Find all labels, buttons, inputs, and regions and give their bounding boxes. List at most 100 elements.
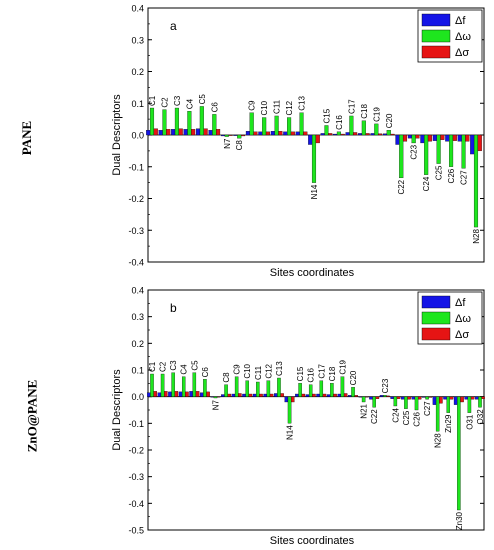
category-label: C9: [248, 100, 257, 111]
category-label: N28: [472, 229, 481, 244]
category-label: C17: [347, 99, 356, 114]
bar-C25-2: [440, 134, 445, 140]
bar-Zn29-0: [443, 396, 447, 400]
bar-C18-2: [365, 133, 370, 136]
bar-N28-2: [439, 396, 443, 404]
bar-C4-2: [185, 391, 189, 397]
category-label: C26: [413, 411, 422, 426]
bar-C18-1: [330, 383, 334, 397]
legend-label: Δω: [455, 31, 471, 43]
bar-N14-2: [315, 134, 320, 144]
bar-N28-1: [435, 396, 440, 432]
category-label: C4: [185, 98, 194, 109]
category-label: C12: [264, 363, 273, 378]
category-label: C13: [298, 96, 307, 111]
bar-N7-2: [216, 396, 221, 398]
bar-N7-1: [224, 134, 229, 137]
bar-C5-2: [203, 128, 208, 136]
bar-N14-0: [308, 134, 313, 145]
category-label: C5: [190, 360, 199, 371]
bar-C1-1: [150, 373, 154, 397]
bar-C2-0: [158, 130, 163, 136]
bar-C11-1: [274, 115, 279, 136]
bar-C2-2: [164, 391, 168, 397]
bar-C9-1: [249, 112, 254, 136]
bar-C19-0: [370, 133, 375, 136]
y-tick-label: -0.1: [128, 419, 144, 429]
bar-C5-1: [199, 106, 204, 136]
y-tick-label: 0.0: [131, 131, 144, 141]
y-tick-label: -0.4: [128, 258, 144, 268]
category-label: C26: [447, 168, 456, 183]
bar-C16-2: [312, 393, 316, 397]
bar-C26-1: [414, 396, 419, 411]
bar-C15-2: [328, 133, 333, 136]
bar-C9-0: [231, 393, 236, 397]
bar-C12-0: [263, 393, 267, 397]
bar-C16-2: [340, 133, 345, 136]
bar-Zn29-2: [449, 396, 454, 400]
legend-label: Δf: [455, 15, 466, 27]
bar-C27-2: [428, 396, 433, 398]
bar-C19-2: [343, 393, 348, 397]
bar-C13-1: [299, 112, 304, 136]
bar-C2-2: [166, 129, 171, 136]
legend-label: Δf: [455, 297, 466, 309]
bar-C11-0: [252, 393, 257, 397]
bar-C1-1: [149, 107, 155, 136]
bar-N21-1: [361, 396, 366, 403]
x-axis-title: Sites coordinates: [270, 535, 355, 547]
bar-C24-2: [396, 396, 401, 399]
category-label: N14: [286, 425, 295, 440]
category-label: C3: [169, 360, 178, 371]
bar-C8-0: [233, 134, 238, 136]
bar-N28-0: [470, 134, 475, 155]
category-label: C24: [391, 407, 400, 422]
bar-Zn30-0: [453, 396, 458, 405]
category-label: C27: [460, 170, 469, 185]
bar-Zn29-1: [446, 396, 451, 413]
bar-C25-1: [436, 134, 441, 164]
bar-C18-1: [361, 120, 366, 136]
bar-C12-2: [269, 393, 274, 397]
legend-swatch: [421, 295, 451, 309]
category-label: C3: [173, 95, 182, 106]
bar-C15-0: [295, 393, 299, 397]
bar-C18-0: [358, 133, 363, 136]
bar-C22-2: [375, 396, 380, 399]
bar-Zn30-2: [460, 396, 464, 403]
bar-C1-2: [153, 391, 157, 397]
category-label: C24: [422, 176, 431, 191]
bar-C1-2: [153, 128, 158, 136]
bar-C26-0: [411, 396, 416, 400]
category-label: Zn29: [444, 414, 453, 433]
bar-C9-0: [245, 131, 250, 136]
bar-C8-2: [240, 134, 246, 137]
bar-C17-2: [322, 393, 327, 397]
category-label: N7: [223, 138, 232, 149]
bar-C20-2: [354, 395, 358, 397]
category-label: C11: [273, 99, 282, 114]
bar-C26-2: [417, 396, 422, 400]
bar-C4-0: [178, 391, 183, 397]
bar-O31-2: [470, 396, 475, 400]
y-axis-title: Dual Descriptors: [111, 94, 123, 176]
bar-N14-2: [291, 396, 295, 403]
y-tick-label: -0.3: [128, 472, 144, 482]
category-label: C23: [410, 144, 419, 159]
bar-N14-0: [284, 396, 289, 403]
bar-N7-2: [228, 134, 233, 136]
bar-C11-0: [270, 131, 275, 136]
y-tick-label: 0.1: [131, 366, 144, 376]
y-tick-label: -0.2: [128, 446, 144, 456]
bar-C16-0: [333, 133, 338, 136]
category-label: O31: [465, 414, 474, 430]
bar-O32-2: [481, 396, 485, 399]
bar-C10-2: [265, 131, 270, 136]
bar-N14-1: [287, 396, 292, 424]
bar-C5-0: [196, 128, 201, 136]
bar-C11-1: [256, 381, 260, 397]
bar-C27-1: [461, 134, 466, 169]
category-label: N14: [310, 184, 319, 199]
category-label: C11: [254, 365, 263, 380]
